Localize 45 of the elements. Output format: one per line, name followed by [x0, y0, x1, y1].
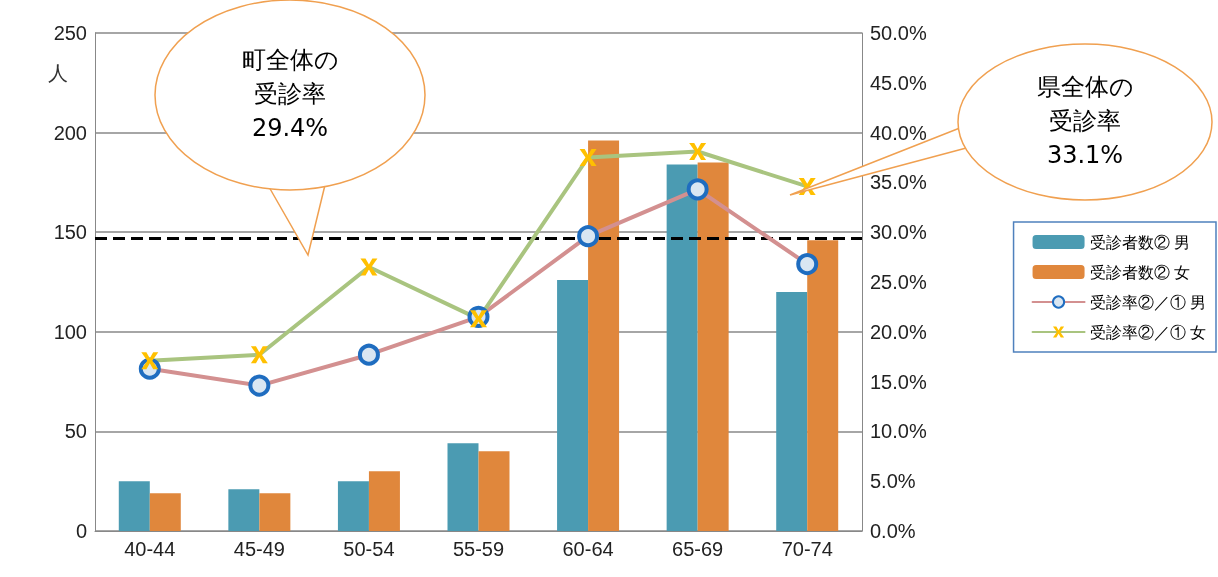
bar	[807, 240, 839, 531]
bar	[368, 471, 400, 531]
x-tick-label: 70-74	[781, 538, 833, 560]
bar	[666, 164, 698, 531]
bar	[228, 489, 260, 531]
x-tick-label: 40-44	[124, 538, 176, 560]
x-tick-label: 55-59	[452, 538, 505, 560]
legend-label: 受診者数② 男	[1089, 233, 1191, 251]
y-tick-label: 250	[53, 22, 87, 44]
bar	[337, 481, 369, 531]
legend-label: 受診率②／① 女	[1089, 323, 1207, 341]
legend-label: 受診者数② 女	[1089, 263, 1191, 281]
y2-tick-label: 20.0%	[870, 320, 927, 343]
y2-tick-label: 40.0%	[870, 121, 927, 144]
bar	[149, 493, 181, 531]
y2-tick-label: 5.0%	[870, 470, 916, 493]
y2-tick-label: 0.0%	[870, 520, 916, 542]
bar	[259, 493, 291, 531]
bar	[588, 140, 620, 531]
y-axis-title: 人	[47, 62, 68, 84]
y-tick-label: 100	[53, 320, 87, 343]
bar	[697, 162, 729, 531]
x-tick-label: 50-54	[343, 538, 395, 560]
y2-tick-label: 25.0%	[870, 271, 927, 293]
y2-tick-label: 30.0%	[870, 221, 927, 244]
y2-tick-label: 35.0%	[870, 171, 927, 194]
y2-tick-label: 10.0%	[870, 420, 927, 443]
bar	[118, 481, 150, 531]
y-tick-label: 150	[53, 221, 87, 244]
x-tick-label: 45-49	[233, 538, 285, 560]
bar	[478, 451, 510, 531]
y2-tick-label: 15.0%	[870, 370, 927, 393]
y-tick-label: 200	[53, 121, 87, 144]
annotation: 町全体の受診率29.4%	[240, 45, 340, 144]
text: 県全体の受診率33.1%	[1035, 72, 1135, 171]
x-tick-label: 65-69	[672, 538, 724, 560]
y-tick-label: 0	[75, 520, 87, 542]
y2-tick-label: 45.0%	[870, 71, 927, 94]
bar	[447, 443, 479, 531]
y2-tick-label: 50.0%	[870, 22, 927, 44]
bar	[776, 291, 808, 531]
legend-label: 受診率②／① 男	[1089, 293, 1207, 311]
y-tick-label: 50	[64, 420, 87, 443]
bar	[557, 280, 589, 531]
x-tick-label: 60-64	[562, 538, 614, 560]
